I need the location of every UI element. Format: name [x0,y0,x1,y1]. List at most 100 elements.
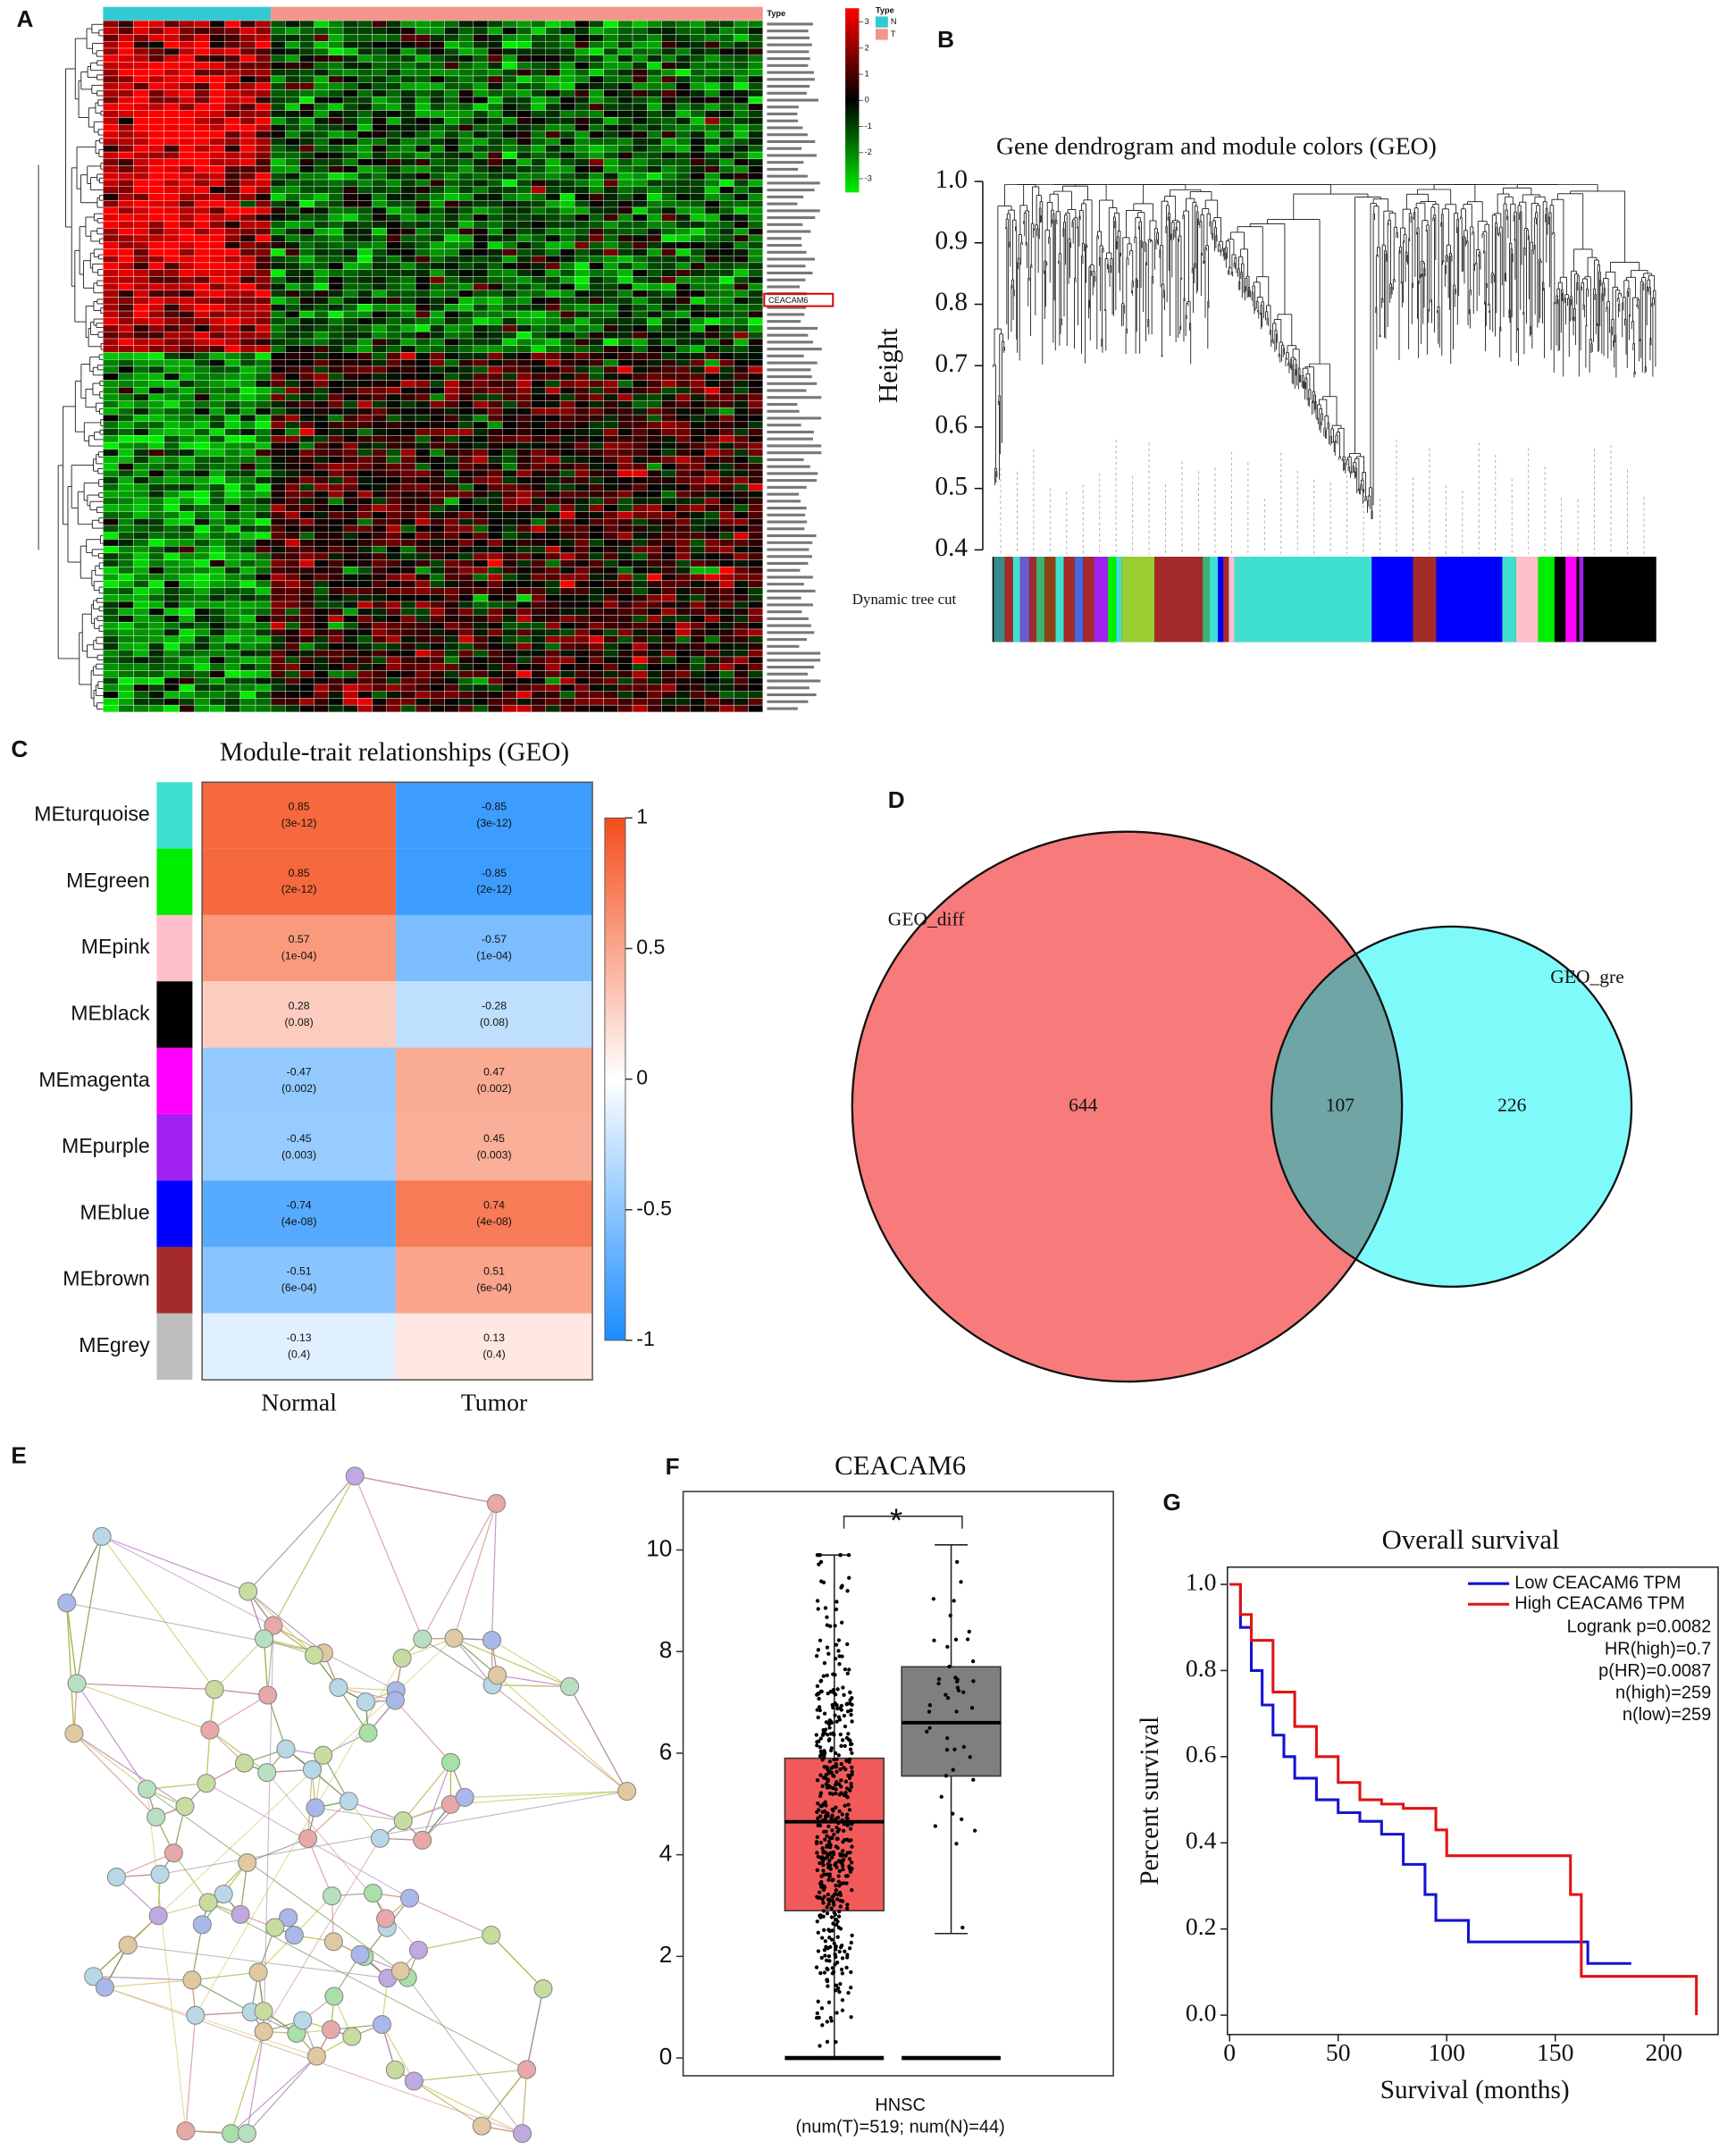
heatmap-cell [209,179,226,187]
heatmap-cell [574,130,590,139]
heatmap-cell [661,89,676,97]
heatmap-cell [209,228,226,236]
heatmap-cell [415,670,431,678]
heatmap-cell [372,241,387,249]
heatmap-cell [118,41,134,49]
heatmap-cell [314,380,330,388]
heatmap-cell [603,110,619,118]
heatmap-cell [559,407,575,416]
heatmap-cell [647,130,662,139]
heatmap-cell [632,151,648,160]
heatmap-cell [675,55,692,63]
heatmap-cell [531,635,547,643]
heatmap-cell [661,228,676,236]
heatmap-cell [328,221,344,229]
heatmap-cell [690,525,706,533]
heatmap-cell [415,310,431,319]
heatmap-cell [164,172,180,181]
heatmap-cell [103,691,119,699]
heatmap-cell [603,310,619,319]
heatmap-cell [603,228,619,236]
heatmap-cell [255,110,272,118]
heatmap-cell [734,676,749,685]
heatmap-cell [748,338,764,346]
heatmap-cell [516,407,532,416]
heatmap-cell [603,373,619,381]
gene-label-placeholder [767,416,822,420]
heatmap-cell [473,386,489,395]
heatmap-cell [589,628,604,636]
heatmap-cell [531,352,547,360]
heatmap-cell [603,151,619,160]
heatmap-cell [748,594,764,602]
heatmap-cell [415,269,431,277]
heatmap-cell [444,27,459,35]
heatmap-cell [118,69,134,77]
highlight-box [763,292,834,307]
gene-label-placeholder [767,257,815,261]
heatmap-cell [415,352,431,360]
heatmap-cell [239,172,256,181]
heatmap-cell [690,449,706,457]
heatmap-cell [704,269,720,277]
heatmap-cell [430,117,445,125]
heatmap-cell [516,138,532,146]
heatmap-cell [559,469,575,477]
heatmap-cell [661,290,676,298]
heatmap-cell [675,663,692,671]
heatmap-cell [473,504,489,512]
heatmap-cell [603,587,619,595]
heatmap-cell [194,545,211,554]
heatmap-cell [118,449,134,457]
heatmap-cell [194,69,211,77]
heatmap-cell [675,172,692,181]
gene-label-placeholder [767,513,806,517]
heatmap-cell [239,145,256,153]
heatmap-cell [255,41,272,49]
heatmap-cell [314,338,330,346]
heatmap-cell [164,380,180,388]
heatmap-cell [224,650,241,658]
heatmap-cell [516,483,532,491]
heatmap-cell [179,75,195,83]
heatmap-cell [574,491,590,499]
heatmap-cell [400,594,416,602]
heatmap-cell [661,332,676,340]
heatmap-cell [415,234,431,242]
heatmap-cell [386,449,402,457]
heatmap-cell [255,421,272,429]
heatmap-cell [357,317,373,325]
heatmap-cell [675,386,692,395]
heatmap-cell [444,172,459,181]
heatmap-cell [372,483,387,491]
heatmap-cell [255,172,272,181]
heatmap-cell [734,297,749,305]
heatmap-cell [357,345,373,353]
heatmap-cell [314,428,330,436]
heatmap-cell [675,532,692,540]
heatmap-cell [545,441,561,450]
heatmap-cell [194,62,211,70]
heatmap-cell [133,297,149,305]
heatmap-cell [734,55,749,63]
heatmap-cell [255,580,272,588]
heatmap-cell [342,290,358,298]
heatmap-cell [444,608,459,616]
heatmap-cell [209,650,226,658]
heatmap-cell [603,476,619,484]
heatmap-cell [704,552,720,560]
heatmap-cell [704,297,720,305]
heatmap-cell [133,441,149,450]
heatmap-cell [164,75,180,83]
heatmap-cell [357,400,373,408]
heatmap-cell [675,282,692,291]
heatmap-cell [179,20,195,29]
heatmap-cell [559,248,575,256]
heatmap-cell [574,145,590,153]
heatmap-cell [516,441,532,450]
heatmap-cell [473,525,489,533]
heatmap-cell [748,193,764,201]
heatmap-cell [502,656,517,664]
heatmap-cell [719,393,734,401]
heatmap-cell [458,186,474,194]
